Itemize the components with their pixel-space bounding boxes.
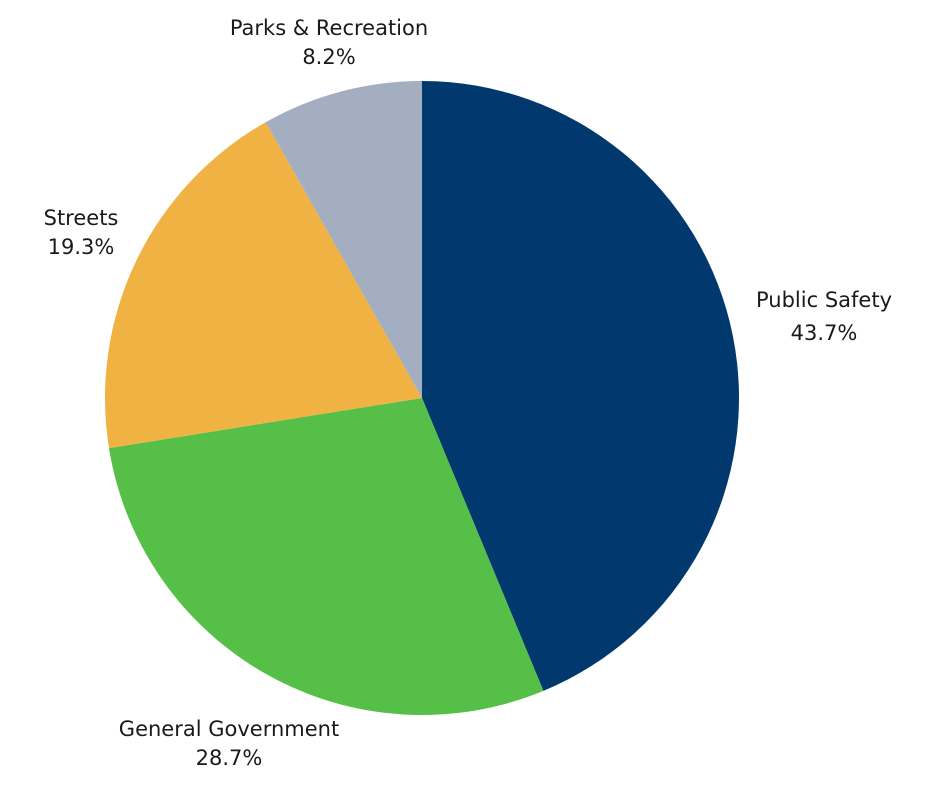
label-parks-recreation: Parks & Recreation 8.2% — [230, 14, 428, 72]
slice-name: Streets — [43, 206, 119, 230]
label-general-government: General Government 28.7% — [119, 715, 339, 773]
pie-slice-public-safety — [422, 81, 739, 691]
slice-name: General Government — [118, 717, 340, 741]
slice-percent: 8.2% — [302, 45, 356, 69]
slice-name: Parks & Recreation — [229, 16, 429, 40]
slice-name: Public Safety — [756, 288, 892, 312]
pie-slice-streets — [104, 122, 422, 449]
label-streets: Streets 19.3% — [44, 204, 119, 262]
pie-slice-general-government — [108, 398, 544, 715]
label-public-safety: Public Safety 43.7% — [756, 286, 892, 348]
slice-percent: 28.7% — [195, 746, 263, 770]
slice-percent: 19.3% — [47, 235, 115, 259]
slice-percent: 43.7% — [790, 321, 858, 345]
pie-slice-parks-recreation — [265, 81, 422, 398]
